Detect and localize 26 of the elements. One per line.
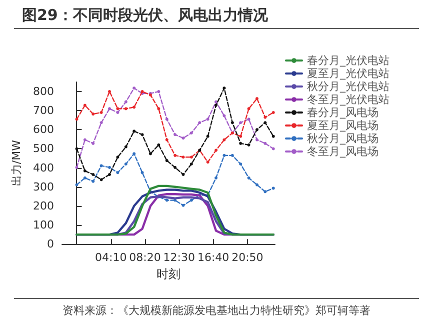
- y-tick-label: 600: [33, 123, 54, 136]
- legend-label: 冬至月_光伏电站: [307, 93, 390, 106]
- legend-label: 春分月_风电场: [307, 106, 378, 119]
- y-tick-label: 300: [33, 180, 54, 194]
- x-tick-label: 04:10: [95, 251, 127, 264]
- text: 资料来源：《大规模新能源发电基地出力特性研究》郑可轲等著: [14, 298, 419, 318]
- x-tick-label: 12:30: [163, 251, 195, 264]
- legend-label: 春分月_光伏电站: [307, 54, 390, 67]
- legend-label: 冬至月_风电场: [307, 145, 378, 158]
- legend-label: 夏至月_风电场: [307, 119, 378, 132]
- y-tick-label: 100: [33, 218, 54, 232]
- chart-title: 图29：不同时段光伏、风电出力情况: [14, 6, 419, 29]
- y-tick-label: 0: [47, 238, 54, 251]
- y-tick-label: 400: [33, 161, 54, 174]
- legend-label: 秋分月_光伏电站: [307, 80, 390, 93]
- x-tick-label: 20:50: [232, 251, 264, 264]
- y-tick-label: 500: [33, 142, 54, 156]
- legend-label: 秋分月_风电场: [307, 132, 378, 145]
- y-tick-label: 200: [33, 199, 54, 212]
- x-tick-label: 08:20: [129, 251, 161, 264]
- y-axis-title: 出力/MW: [10, 140, 24, 186]
- y-tick-label: 800: [33, 85, 54, 98]
- legend-label: 夏至月_光伏电站: [307, 67, 390, 80]
- y-tick-label: 700: [33, 104, 54, 118]
- x-axis-title: 时刻: [156, 267, 180, 281]
- x-tick-label: 16:40: [197, 251, 230, 264]
